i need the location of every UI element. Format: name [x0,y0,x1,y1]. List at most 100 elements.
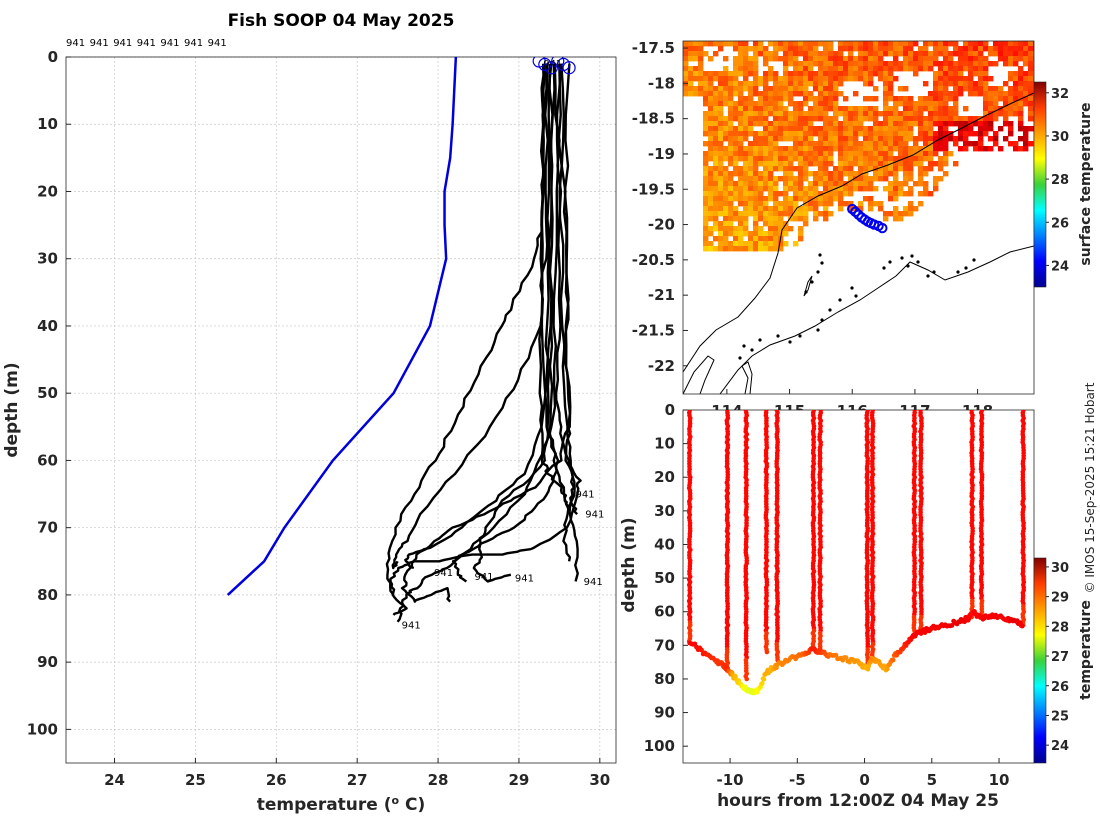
sst-cell [823,116,829,122]
sst-cell [813,101,819,107]
sst-cell [718,101,724,107]
sst-cell [783,116,789,122]
sst-cell [738,141,744,147]
sst-cell [863,151,869,157]
sst-cell [873,201,879,207]
map-ytick-label: -19.5 [632,180,675,198]
sst-cell [818,86,824,92]
sst-cell [953,71,959,77]
sst-cell [778,201,784,207]
sst-cell [723,246,729,252]
sst-cell [1018,111,1024,117]
sst-cell [763,156,769,162]
sst-cell [833,96,839,102]
sst-cell [713,186,719,192]
sst-cell [813,146,819,152]
sst-cell [868,61,874,67]
sst-cell [783,96,789,102]
sst-cell [813,81,819,87]
sst-cell [848,66,854,72]
sst-cell [778,206,784,212]
sst-cell [918,116,924,122]
sst-cell [743,96,749,102]
sst-cell [853,66,859,72]
sst-cell [703,101,709,107]
profile-ytick-label: 70 [37,519,58,537]
sst-cell [923,191,929,197]
sst-cell [853,136,859,142]
sst-cell [763,76,769,82]
sst-cell [743,231,749,237]
sst-cell [738,66,744,72]
sst-cell [738,136,744,142]
sst-cell [993,131,999,137]
sst-cell [793,146,799,152]
sst-cell [813,46,819,52]
sst-cell [768,166,774,172]
sst-cell [798,236,804,242]
sst-cell [833,141,839,147]
sst-cell [833,131,839,137]
sst-cell [938,146,944,152]
sst-cell [963,131,969,137]
sst-cell [748,171,754,177]
sst-cell [843,76,849,82]
sst-cell [813,141,819,147]
sst-cell [778,156,784,162]
top-id-label: 941 [113,38,132,49]
sst-cell [1003,111,1009,117]
sst-cell [893,166,899,172]
sst-cell [723,236,729,242]
sst-cell [843,191,849,197]
sst-cell [928,61,934,67]
section-dot [761,676,767,682]
sst-cell [943,46,949,52]
sst-cell [793,141,799,147]
sst-cell [828,186,834,192]
sst-cell [843,156,849,162]
sst-cell [743,111,749,117]
sst-cell [978,56,984,62]
sst-cell [838,91,844,97]
sst-cell [758,171,764,177]
sst-cell [788,206,794,212]
sst-cell [883,131,889,137]
sst-cell [883,66,889,72]
sst-cell [718,181,724,187]
sst-cell [948,76,954,82]
sst-cell [698,51,704,57]
sst-cell [808,201,814,207]
sst-cell [818,61,824,67]
section-xtick-label: 0 [859,771,869,789]
sst-cell [938,101,944,107]
sst-cell [908,171,914,177]
sst-cell [1003,91,1009,97]
sst-cell [1028,81,1034,87]
sst-cell [873,66,879,72]
sst-cell [823,151,829,157]
sst-cell [973,81,979,87]
sst-cell [703,201,709,207]
sst-cell [733,136,739,142]
sst-cell [713,151,719,157]
sst-cell [783,181,789,187]
sst-cell [1023,136,1029,142]
sst-cell [798,191,804,197]
sst-cell [748,241,754,247]
sst-cell [828,201,834,207]
sst-cell [708,171,714,177]
sst-cell [833,106,839,112]
sst-cell [778,151,784,157]
sst-cell [698,81,704,87]
sst-cell [813,86,819,92]
sst-cell [743,61,749,67]
sst-cell [1023,141,1029,147]
sst-cell [718,166,724,172]
sst-cell [818,96,824,102]
sst-cell [888,211,894,217]
sst-cell [863,96,869,102]
sst-cell [988,116,994,122]
sst-cell [763,211,769,217]
island [850,286,854,290]
sst-cell [733,236,739,242]
